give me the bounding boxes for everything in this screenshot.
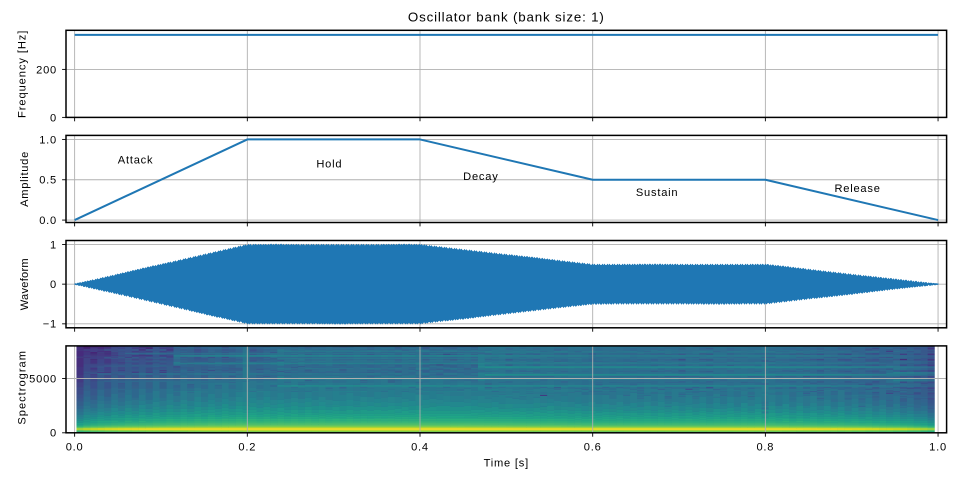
svg-text:0: 0 [50, 112, 57, 124]
svg-text:0.8: 0.8 [756, 441, 774, 453]
svg-text:Release: Release [834, 183, 880, 195]
svg-text:Frequency [Hz]: Frequency [Hz] [17, 30, 29, 118]
svg-text:0: 0 [50, 279, 57, 291]
svg-text:0.0: 0.0 [66, 441, 84, 453]
svg-text:0.0: 0.0 [39, 215, 57, 227]
svg-text:Attack: Attack [118, 155, 154, 167]
svg-text:0.6: 0.6 [584, 441, 602, 453]
svg-text:Spectrogram: Spectrogram [17, 350, 29, 425]
svg-text:5000: 5000 [29, 373, 57, 385]
svg-text:Oscillator bank (bank size: 1): Oscillator bank (bank size: 1) [408, 10, 605, 25]
svg-text:Time [s]: Time [s] [484, 458, 529, 470]
svg-text:0: 0 [50, 428, 57, 440]
svg-text:Waveform: Waveform [19, 258, 31, 310]
svg-text:0.5: 0.5 [39, 175, 57, 187]
svg-text:−1: −1 [43, 319, 57, 331]
svg-text:0.4: 0.4 [411, 441, 429, 453]
svg-text:Sustain: Sustain [636, 187, 679, 199]
svg-text:1.0: 1.0 [39, 134, 57, 146]
svg-text:Amplitude: Amplitude [19, 151, 31, 207]
svg-text:0.2: 0.2 [238, 441, 256, 453]
svg-text:1: 1 [50, 239, 57, 251]
svg-text:1.0: 1.0 [929, 441, 947, 453]
svg-text:200: 200 [36, 64, 57, 76]
svg-text:Decay: Decay [463, 171, 498, 183]
svg-text:Hold: Hold [316, 159, 342, 171]
